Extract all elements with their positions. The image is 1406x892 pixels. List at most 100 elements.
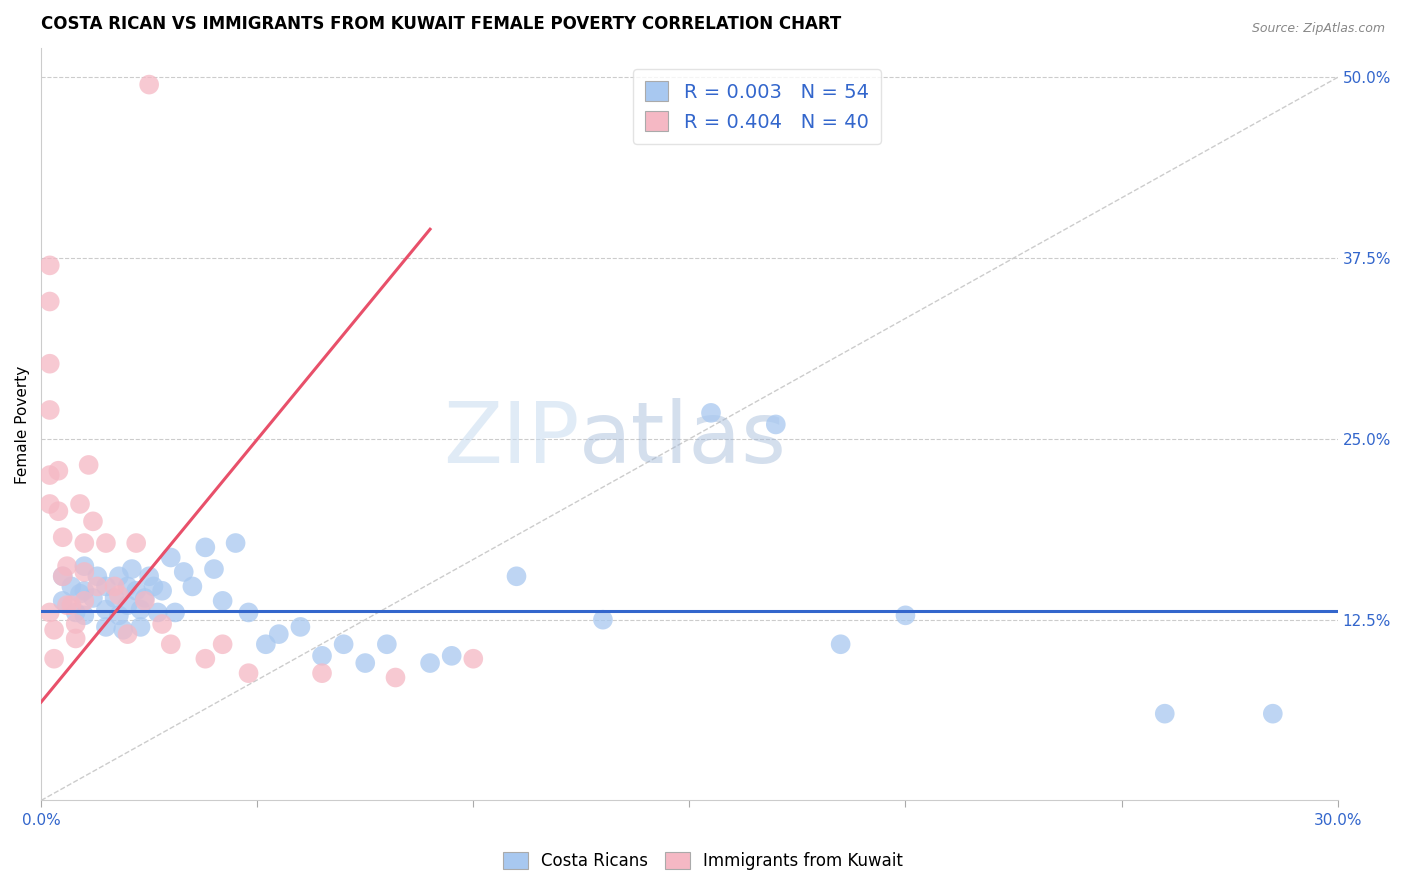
Legend: Costa Ricans, Immigrants from Kuwait: Costa Ricans, Immigrants from Kuwait <box>496 845 910 877</box>
Point <box>48 504 70 518</box>
Point <box>194 541 217 555</box>
Point <box>150 583 173 598</box>
Point <box>138 78 160 92</box>
Point <box>125 583 148 598</box>
Point <box>60 579 83 593</box>
Point <box>52 594 75 608</box>
Point <box>108 569 131 583</box>
Point <box>419 656 441 670</box>
Point <box>82 591 104 605</box>
Point <box>69 497 91 511</box>
Point <box>238 606 260 620</box>
Text: Source: ZipAtlas.com: Source: ZipAtlas.com <box>1251 22 1385 36</box>
Point <box>56 598 79 612</box>
Point <box>121 562 143 576</box>
Point <box>117 627 139 641</box>
Point <box>211 637 233 651</box>
Point <box>94 579 117 593</box>
Point <box>38 258 60 272</box>
Point <box>463 651 485 665</box>
Point <box>134 591 156 605</box>
Point <box>117 579 139 593</box>
Point <box>94 602 117 616</box>
Point <box>108 608 131 623</box>
Point <box>38 468 60 483</box>
Point <box>112 623 135 637</box>
Point <box>38 294 60 309</box>
Point <box>73 559 96 574</box>
Y-axis label: Female Poverty: Female Poverty <box>15 366 30 483</box>
Point <box>505 569 527 583</box>
Point <box>73 594 96 608</box>
Point <box>765 417 787 432</box>
Point <box>150 617 173 632</box>
Point <box>165 606 187 620</box>
Text: atlas: atlas <box>579 398 787 481</box>
Point <box>94 620 117 634</box>
Point <box>138 569 160 583</box>
Point <box>894 608 917 623</box>
Text: ZIP: ZIP <box>443 398 579 481</box>
Point <box>181 579 204 593</box>
Point <box>592 613 614 627</box>
Point <box>65 617 87 632</box>
Point <box>108 588 131 602</box>
Point <box>73 608 96 623</box>
Point <box>384 671 406 685</box>
Point <box>202 562 225 576</box>
Point <box>375 637 398 651</box>
Point <box>42 651 65 665</box>
Point <box>52 530 75 544</box>
Point <box>440 648 463 663</box>
Point <box>60 598 83 612</box>
Point <box>225 536 247 550</box>
Point <box>77 458 100 472</box>
Text: COSTA RICAN VS IMMIGRANTS FROM KUWAIT FEMALE POVERTY CORRELATION CHART: COSTA RICAN VS IMMIGRANTS FROM KUWAIT FE… <box>41 15 841 33</box>
Point <box>73 536 96 550</box>
Point <box>125 536 148 550</box>
Point <box>65 632 87 646</box>
Point <box>103 591 125 605</box>
Point <box>86 579 108 593</box>
Point <box>238 666 260 681</box>
Point <box>354 656 377 670</box>
Point <box>267 627 290 641</box>
Point <box>48 464 70 478</box>
Point <box>65 606 87 620</box>
Point <box>56 559 79 574</box>
Point <box>73 583 96 598</box>
Point <box>290 620 312 634</box>
Point <box>117 598 139 612</box>
Point <box>830 637 852 651</box>
Point <box>194 651 217 665</box>
Legend: R = 0.003   N = 54, R = 0.404   N = 40: R = 0.003 N = 54, R = 0.404 N = 40 <box>633 70 880 144</box>
Point <box>38 403 60 417</box>
Point <box>38 497 60 511</box>
Point <box>254 637 277 651</box>
Point <box>103 579 125 593</box>
Point <box>311 648 333 663</box>
Point <box>146 606 169 620</box>
Point <box>159 550 181 565</box>
Point <box>134 594 156 608</box>
Point <box>311 666 333 681</box>
Point <box>69 587 91 601</box>
Point <box>1261 706 1284 721</box>
Point <box>82 514 104 528</box>
Point <box>159 637 181 651</box>
Point <box>211 594 233 608</box>
Point <box>129 620 152 634</box>
Point <box>52 569 75 583</box>
Point <box>1153 706 1175 721</box>
Point <box>52 569 75 583</box>
Point <box>42 623 65 637</box>
Point <box>38 606 60 620</box>
Point <box>86 569 108 583</box>
Point <box>38 357 60 371</box>
Point <box>73 565 96 579</box>
Point <box>129 602 152 616</box>
Point <box>94 536 117 550</box>
Point <box>142 579 165 593</box>
Point <box>700 406 723 420</box>
Point <box>332 637 354 651</box>
